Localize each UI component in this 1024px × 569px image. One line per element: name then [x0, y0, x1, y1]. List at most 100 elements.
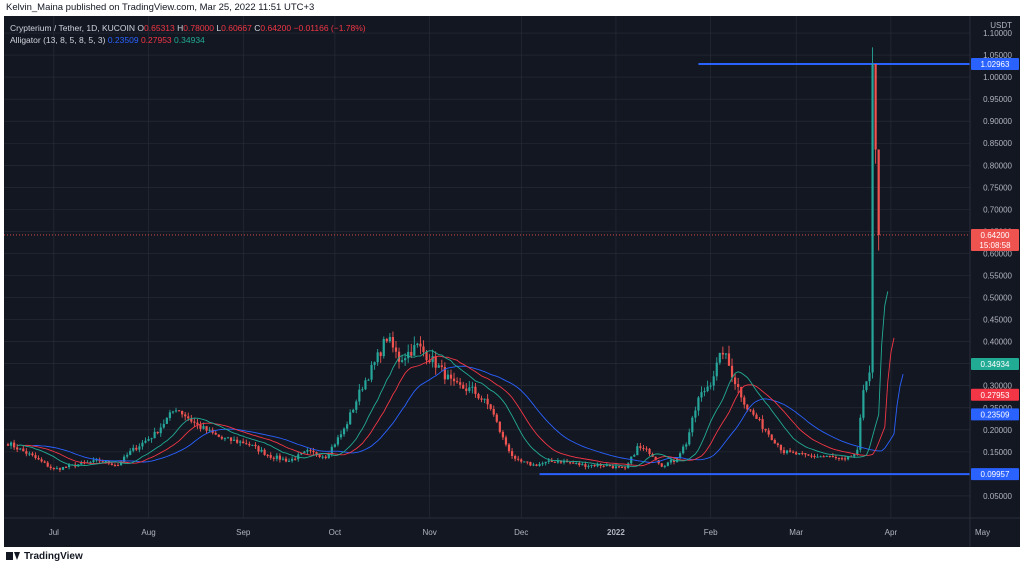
candle-body [602, 465, 605, 467]
candle-body [544, 461, 547, 464]
alligator-row: Alligator (13, 8, 5, 8, 5, 3) 0.23509 0.… [10, 34, 366, 46]
open-value: 0.65313 [144, 23, 175, 33]
candle-body [825, 455, 828, 457]
candle-body [309, 450, 312, 452]
candle-body [379, 352, 382, 357]
candle-body [688, 432, 691, 445]
candle-body [617, 466, 621, 468]
candle-body [6, 444, 10, 446]
candle-body [159, 427, 162, 434]
candle-body [501, 431, 505, 438]
candle-body [31, 453, 34, 456]
candle-body [260, 449, 263, 452]
candle-body [19, 448, 22, 450]
candle-body [135, 447, 138, 450]
last-price-tag-label: 15:08:58 [979, 241, 1011, 250]
candle-body [68, 464, 71, 468]
candle-body [733, 377, 737, 385]
candle-body [593, 464, 596, 467]
candle-body [416, 343, 419, 346]
y-tick-label: 0.55000 [983, 272, 1012, 281]
candle-body [556, 460, 559, 463]
candle-body [776, 443, 779, 445]
candle-body [675, 457, 679, 462]
low-label: L [216, 23, 222, 33]
candle-body [697, 397, 700, 411]
candle-body [605, 464, 608, 467]
candle-body [419, 343, 422, 347]
candle-body [400, 360, 404, 362]
candle-body [342, 428, 346, 435]
candle-body [346, 424, 349, 429]
candle-body [840, 458, 844, 460]
x-tick-label: Dec [514, 528, 528, 537]
candle-body [541, 463, 544, 465]
candle-body [263, 449, 266, 455]
candle-body [526, 461, 529, 463]
candle-body [807, 454, 810, 456]
candle-body [116, 465, 120, 467]
candle-body [782, 450, 786, 454]
candle-body [529, 462, 532, 466]
candle-body [660, 463, 663, 467]
candle-body [43, 461, 46, 463]
candle-body [300, 453, 303, 455]
candle-body [856, 449, 859, 455]
candle-body [614, 466, 618, 469]
candle-body [752, 410, 755, 415]
level-tag-label: 1.02963 [981, 60, 1010, 69]
level-tag-label: 0.09957 [981, 470, 1010, 479]
candle-body [25, 451, 28, 454]
price-chart[interactable]: USDT0.050000.100000.150000.200000.250000… [4, 16, 1020, 547]
tradingview-logo[interactable]: TradingView [6, 551, 83, 562]
candle-body [361, 389, 364, 391]
candle-body [40, 459, 43, 462]
x-tick-label: Aug [141, 528, 155, 537]
candle-body [565, 461, 569, 463]
candle-body [330, 446, 333, 455]
candle-body [153, 431, 156, 439]
candle-body [440, 365, 443, 367]
time-axis[interactable]: Jul Aug Sep Oct Nov Dec 2022 Feb Mar Apr May [4, 517, 1020, 537]
candle-body [196, 422, 199, 425]
candle-body [373, 362, 376, 365]
y-tick-label: 0.25000 [983, 404, 1012, 413]
candle-body [364, 380, 367, 390]
symbol-label: Crypterium / Tether, 1D, KUCOIN [10, 23, 136, 33]
alligator-label: Alligator (13, 8, 5, 8, 5, 3) [10, 35, 106, 45]
candle-body [425, 351, 428, 361]
candle-body [773, 439, 776, 444]
candle-body [843, 458, 847, 460]
lips-tag-label: 0.34934 [981, 360, 1010, 369]
open-label: O [137, 23, 145, 33]
candle-body [242, 441, 245, 444]
grid [4, 16, 983, 518]
candle-body [538, 464, 541, 466]
symbol-row: Crypterium / Tether, 1D, KUCOIN O0.65313… [10, 22, 366, 34]
candle-body [795, 452, 798, 455]
candle-body [324, 456, 327, 459]
candle-body [462, 384, 465, 389]
candle-body [144, 440, 147, 443]
candle-body [232, 439, 236, 441]
candle-body [575, 463, 578, 465]
candle-body [385, 338, 388, 342]
y-tick-label: 0.50000 [983, 294, 1012, 303]
candle-body [517, 458, 520, 460]
chart-panel[interactable]: USDT0.050000.100000.150000.200000.250000… [4, 16, 1020, 547]
price-axis[interactable]: USDT0.050000.100000.150000.200000.250000… [969, 16, 1020, 547]
candle-body [483, 398, 486, 400]
candle-body [788, 450, 792, 452]
candle-body [477, 393, 480, 399]
candle-body [248, 443, 251, 446]
candle-body [318, 455, 321, 457]
candle-body [339, 434, 343, 438]
y-tick-label: 0.40000 [983, 338, 1012, 347]
candle-body [746, 404, 749, 410]
footer: TradingView [0, 547, 1024, 569]
candle-body [801, 453, 804, 455]
candle-body [92, 460, 95, 463]
candle-body [828, 455, 831, 457]
candle-body [645, 448, 648, 450]
